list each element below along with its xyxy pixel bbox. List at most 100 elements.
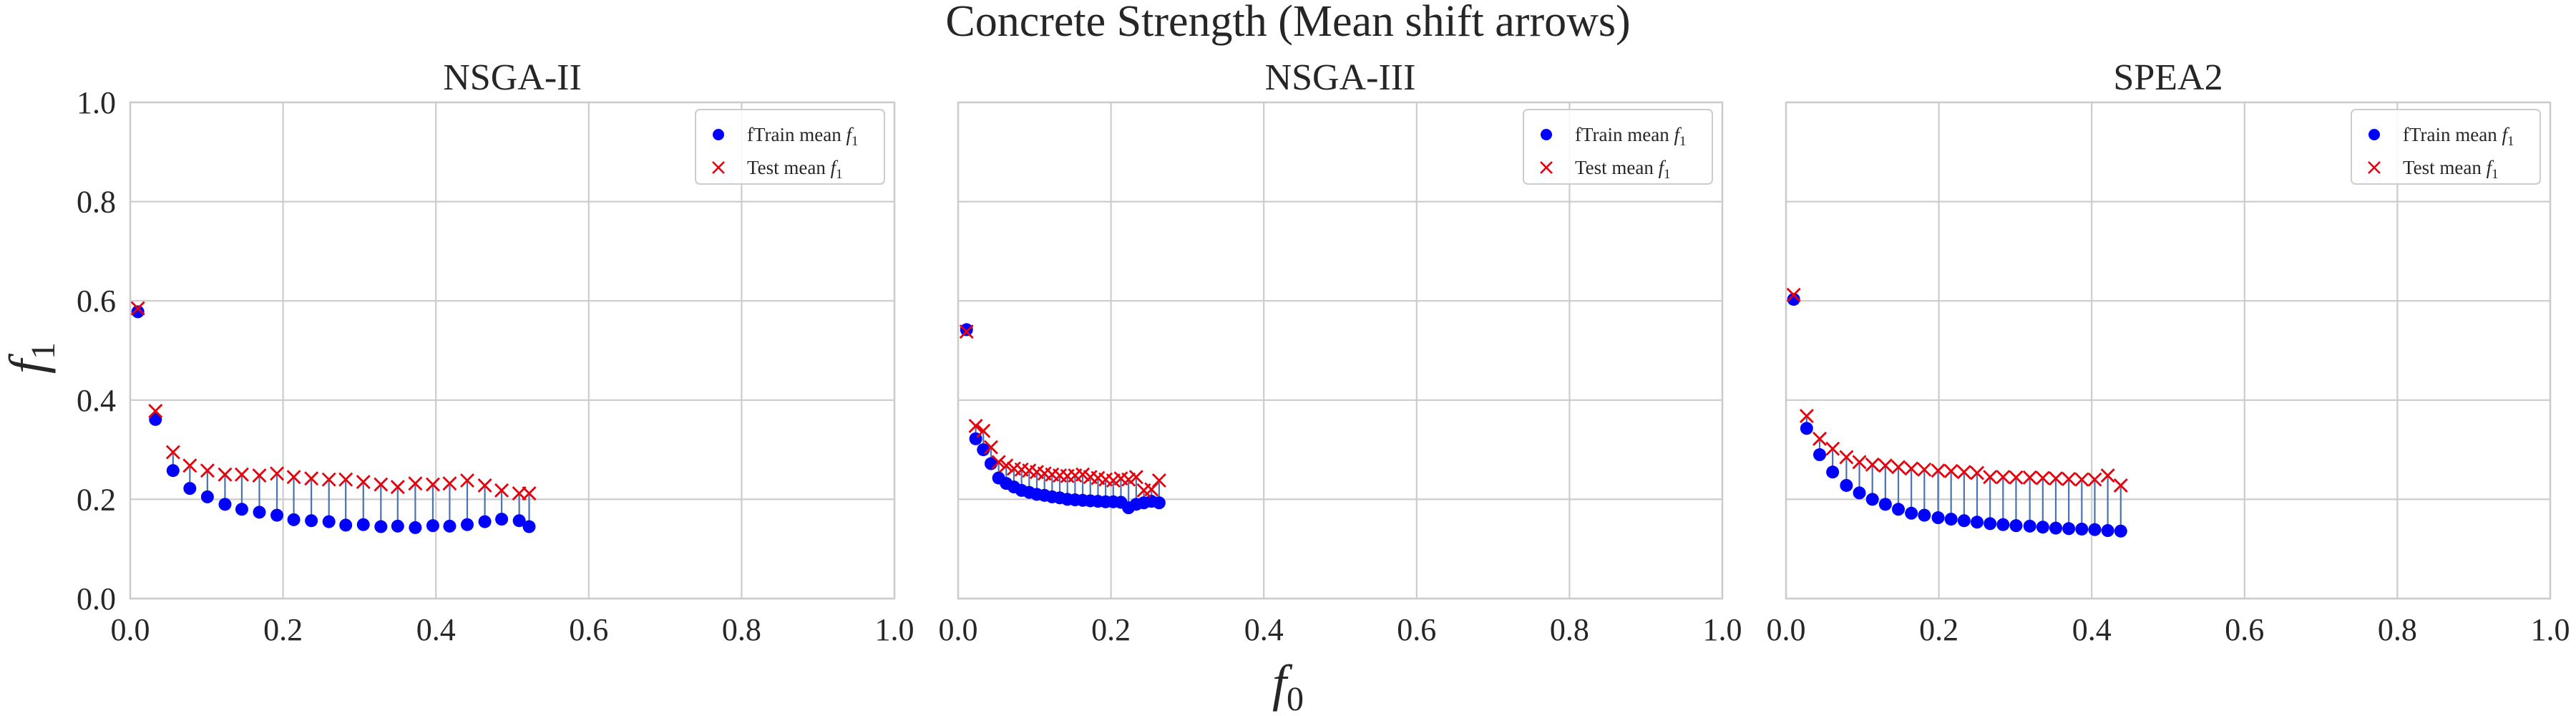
x-axis-label-sub: 0	[1287, 680, 1304, 716]
train-mean-point	[287, 513, 301, 526]
subplot-title: NSGA-II	[443, 57, 582, 98]
train-mean-point	[1918, 508, 1931, 522]
legend-marker-test	[1540, 161, 1553, 174]
subplot-1: NSGA-II 0.0 0.2 0.4 0.6 0.8 1.0 0.0 0.2 0.4 0.6 0.8…	[77, 57, 914, 647]
test-mean-point	[459, 473, 474, 488]
y-tick-label: 0.4	[77, 383, 116, 418]
x-tick-label: 1.0	[2531, 612, 2570, 647]
test-mean-point	[1075, 467, 1091, 482]
train-mean-point	[1152, 496, 1166, 510]
x-tick-label: 0.8	[1550, 612, 1589, 647]
legend-label: fTrain mean f1	[2403, 124, 2514, 149]
y-tick-label: 1.0	[77, 85, 116, 120]
train-mean-point	[2049, 521, 2063, 535]
plot-frame	[129, 101, 896, 600]
train-mean-point	[374, 520, 388, 533]
train-mean-point	[522, 520, 536, 533]
train-mean-point	[1971, 516, 1984, 529]
train-mean-point	[2114, 524, 2127, 538]
test-mean-point	[374, 477, 389, 492]
train-mean-point	[131, 305, 145, 319]
subplot-title: NSGA-III	[1265, 57, 1416, 98]
train-mean-point	[1813, 448, 1826, 462]
test-mean-point	[148, 404, 163, 419]
legend-label: Test mean f1	[1575, 157, 1671, 182]
legend: fTrain mean f1 Test mean f1	[1523, 109, 1713, 185]
test-mean-point	[130, 301, 145, 316]
train-mean-point	[218, 498, 232, 511]
legend-label: fTrain mean f1	[1575, 124, 1687, 149]
train-mean-point	[1865, 493, 1879, 506]
train-mean-point	[200, 490, 214, 503]
legend-box	[1523, 109, 1713, 185]
x-tick-label: 0.2	[263, 612, 303, 647]
x-axis-label: f0	[1272, 654, 1304, 716]
test-mean-point	[959, 324, 974, 339]
test-mean-point	[983, 440, 998, 455]
train-mean-point	[495, 513, 509, 526]
x-tick-label: 1.0	[1703, 612, 1742, 647]
train-mean-point	[512, 514, 526, 528]
test-mean-point	[1983, 470, 1998, 485]
x-tick-label: 0.2	[1919, 612, 1958, 647]
test-mean-point	[286, 470, 301, 485]
subplot-title: SPEA2	[2113, 57, 2223, 98]
x-tick-label: 0.8	[2378, 612, 2417, 647]
test-mean-point	[1931, 463, 1946, 478]
y-tick-label: 0.6	[77, 284, 116, 319]
train-mean-point	[2036, 521, 2049, 534]
train-mean-point	[339, 518, 353, 532]
test-mean-point	[425, 477, 440, 492]
train-mean-point	[2101, 524, 2114, 538]
legend-marker-train	[1541, 129, 1552, 140]
test-mean-point	[2009, 470, 2024, 485]
test-mean-point	[1891, 460, 1906, 475]
x-tick-label: 0.0	[939, 612, 978, 647]
x-tick-label: 0.6	[2225, 612, 2264, 647]
test-mean-point	[270, 466, 285, 481]
test-mean-point	[1878, 458, 1893, 473]
legend-box	[2351, 109, 2541, 185]
test-mean-point	[1917, 462, 1932, 477]
test-mean-point	[1970, 465, 1984, 480]
test-mean-point	[1813, 431, 1827, 446]
x-tick-label: 0.0	[111, 612, 150, 647]
plot-area	[958, 102, 1722, 599]
test-mean-point	[2022, 470, 2037, 485]
legend-label: Test mean f1	[747, 157, 843, 182]
test-mean-point	[1852, 455, 1867, 470]
train-mean-point	[305, 514, 318, 528]
train-mean-point	[1931, 511, 1945, 525]
test-mean-point	[1865, 457, 1880, 472]
x-tick-label: 0.4	[1244, 612, 1284, 647]
test-mean-point	[991, 455, 1006, 470]
train-mean-point	[960, 323, 973, 337]
train-mean-point	[1800, 422, 1813, 435]
train-mean-point	[322, 515, 336, 528]
test-mean-point	[252, 468, 267, 483]
legend-label: Test mean f1	[2403, 157, 2499, 182]
legend-marker-test	[2368, 161, 2381, 174]
test-mean-point	[2074, 472, 2089, 487]
test-mean-point	[234, 467, 249, 482]
test-mean-point	[999, 458, 1014, 473]
test-mean-point	[321, 472, 336, 487]
test-mean-point	[1121, 472, 1136, 487]
train-mean-point	[2062, 522, 2076, 536]
test-mean-point	[390, 480, 405, 495]
train-mean-point	[356, 518, 370, 531]
test-mean-point	[1786, 287, 1801, 302]
y-axis-label: f1	[0, 342, 62, 374]
legend-marker-train	[2368, 129, 2380, 140]
train-mean-point	[2023, 519, 2036, 533]
train-mean-point	[1891, 503, 1905, 516]
train-mean-point	[460, 518, 474, 531]
x-tick-label: 0.4	[416, 612, 456, 647]
test-mean-point	[442, 476, 457, 491]
y-tick-label: 0.2	[77, 482, 116, 517]
plot-frame	[1785, 101, 2552, 600]
legend-label: fTrain mean f1	[747, 124, 859, 149]
test-mean-point	[1825, 441, 1840, 456]
legend: fTrain mean f1 Test mean f1	[695, 109, 885, 185]
